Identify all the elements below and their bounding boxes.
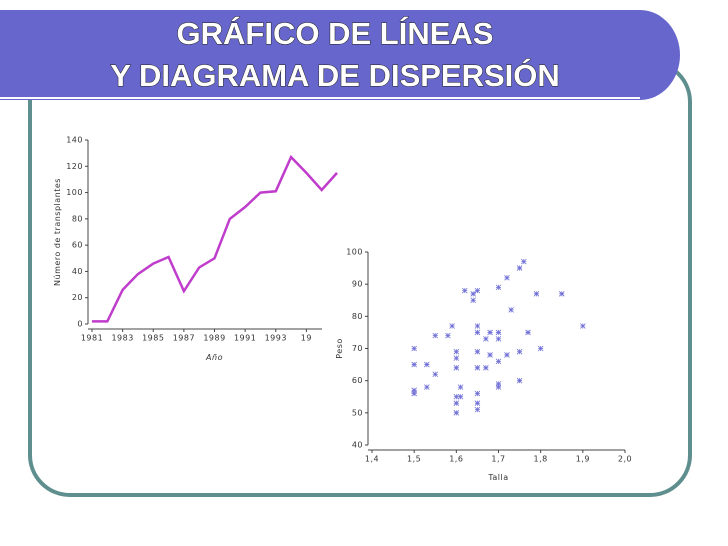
- scatter-point: [411, 345, 417, 352]
- x-tick-label: 1989: [203, 334, 225, 343]
- scatter-point: [445, 332, 451, 339]
- x-tick-label: 1,7: [491, 455, 505, 464]
- frame: [28, 60, 692, 497]
- scatter-point: [516, 377, 523, 384]
- x-tick-label: 1981: [81, 334, 103, 343]
- scatter-point: [474, 348, 481, 355]
- scatter-point: [411, 387, 417, 394]
- scatter-point: [461, 287, 468, 294]
- scatter-point: [449, 323, 455, 329]
- y-tick-label: 80: [352, 312, 363, 321]
- y-tick-label: 20: [72, 293, 83, 302]
- scatter-point: [453, 400, 460, 406]
- scatter-point: [453, 393, 460, 400]
- title-bar: [0, 10, 680, 100]
- scatter-point: [508, 307, 514, 313]
- scatter-point: [537, 345, 544, 352]
- scatter-point: [525, 329, 531, 336]
- scatter-point: [516, 348, 523, 355]
- y-tick-label: 80: [72, 214, 83, 223]
- y-tick-label: 50: [352, 408, 363, 417]
- scatter-point: [411, 361, 417, 368]
- scatter-point: [453, 410, 460, 416]
- scatter-point: [432, 332, 439, 339]
- scatter-point: [495, 329, 502, 336]
- x-axis-label: Talla: [487, 473, 508, 482]
- y-tick-label: 100: [66, 188, 83, 197]
- x-tick-label: 1987: [173, 334, 195, 343]
- y-axis-label: Peso: [335, 338, 344, 359]
- scatter-point: [474, 365, 481, 371]
- scatter-point: [470, 291, 476, 297]
- scatter-point: [474, 287, 481, 294]
- y-tick-label: 90: [352, 280, 363, 289]
- scatter-point: [474, 323, 481, 329]
- scatter-point: [504, 352, 510, 358]
- scatter-point: [558, 291, 565, 297]
- scatter-point: [495, 358, 502, 365]
- scatter-point: [432, 371, 439, 378]
- y-tick-label: 60: [352, 376, 363, 385]
- scatter-point: [521, 258, 527, 265]
- x-tick-label: 1,5: [407, 455, 421, 464]
- x-tick-label: 1,4: [365, 455, 379, 464]
- scatter-point: [470, 297, 476, 304]
- scatter-point: [424, 384, 430, 390]
- scatter-point: [424, 361, 430, 368]
- x-tick-label: 1,9: [576, 455, 590, 464]
- y-tick-label: 40: [72, 267, 83, 276]
- scatter-point: [487, 329, 493, 336]
- y-tick-label: 120: [66, 162, 83, 171]
- scatter-point: [483, 365, 489, 371]
- scatter-point: [580, 323, 586, 329]
- x-tick-label: 1,8: [534, 455, 548, 464]
- x-tick-label: 1983: [111, 334, 133, 343]
- y-tick-label: 100: [346, 248, 363, 257]
- scatter-point: [457, 393, 464, 400]
- scatter-point: [504, 274, 510, 281]
- scatter-point: [453, 355, 460, 361]
- title-line: Y DIAGRAMA DE DISPERSIÓN: [110, 57, 560, 93]
- x-tick-label: 19: [301, 334, 312, 343]
- scatter-point: [483, 336, 489, 342]
- scatter-point: [516, 265, 523, 271]
- y-tick-label: 0: [77, 320, 83, 329]
- scatter-point: [474, 400, 481, 406]
- scatter-point: [474, 329, 481, 336]
- scatter-point: [453, 365, 460, 371]
- x-tick-label: 1991: [234, 334, 256, 343]
- scatter-point: [453, 348, 460, 355]
- data-line: [92, 154, 338, 323]
- y-tick-label: 60: [72, 241, 83, 250]
- x-tick-label: 2,0: [618, 455, 632, 464]
- scatter-point: [495, 381, 502, 387]
- scatter-point: [457, 384, 464, 390]
- y-axis-label: Número de transplantes: [53, 178, 62, 286]
- x-tick-label: 1993: [265, 334, 287, 343]
- x-tick-label: 1985: [142, 334, 164, 343]
- x-tick-label: 1,6: [449, 455, 463, 464]
- scatter-point: [474, 406, 481, 413]
- scatter-point: [411, 390, 417, 397]
- scatter-point: [474, 390, 481, 397]
- y-tick-label: 70: [352, 344, 363, 353]
- title-line: GRÁFICO DE LÍNEAS: [177, 16, 494, 51]
- y-tick-label: 140: [66, 136, 83, 145]
- scatter-point: [487, 352, 493, 358]
- x-axis-label: Año: [205, 353, 223, 362]
- scatter-point: [495, 336, 502, 342]
- y-tick-label: 40: [352, 441, 363, 450]
- scatter-point: [533, 291, 540, 297]
- scatter-point: [495, 384, 502, 390]
- scatter-point: [495, 284, 502, 291]
